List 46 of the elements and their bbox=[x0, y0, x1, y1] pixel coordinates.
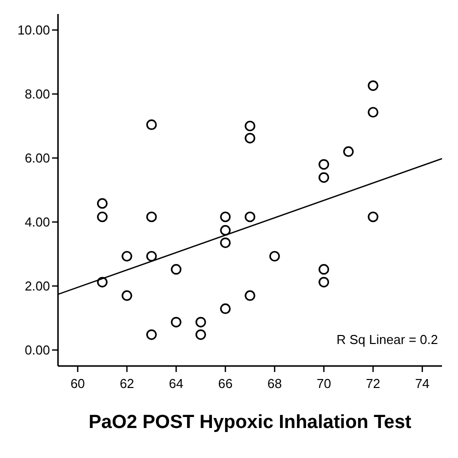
y-tick-label: 0.00 bbox=[24, 342, 50, 358]
point bbox=[368, 212, 378, 222]
point bbox=[220, 303, 231, 314]
point bbox=[97, 276, 108, 288]
point bbox=[97, 198, 108, 209]
x-tick-label: 74 bbox=[415, 376, 430, 391]
point bbox=[318, 172, 330, 183]
x-tick-label: 72 bbox=[366, 376, 380, 391]
x-tick-label: 66 bbox=[218, 376, 233, 391]
point bbox=[269, 250, 280, 262]
x-tick-label: 62 bbox=[120, 376, 134, 391]
point bbox=[122, 250, 132, 262]
x-axis-title: PaO2 POST Hypoxic Inhalation Test bbox=[88, 412, 412, 433]
point bbox=[170, 316, 182, 328]
y-tick-label: 6.00 bbox=[24, 150, 50, 166]
point bbox=[244, 132, 256, 144]
point bbox=[97, 212, 108, 222]
y-tick-label: 4.00 bbox=[24, 214, 50, 230]
point bbox=[170, 264, 182, 275]
x-tick-label: 60 bbox=[70, 376, 85, 391]
point bbox=[244, 290, 256, 301]
x-tick-label: 70 bbox=[316, 376, 332, 391]
annotation: R Sq Linear = 0.2 bbox=[336, 332, 438, 347]
point bbox=[146, 212, 157, 222]
point bbox=[220, 238, 231, 248]
point bbox=[368, 106, 378, 118]
x-tick-label: 64 bbox=[168, 376, 184, 391]
point bbox=[146, 119, 157, 130]
point bbox=[146, 329, 157, 340]
point bbox=[244, 212, 256, 222]
point bbox=[195, 316, 206, 328]
point bbox=[195, 329, 206, 340]
point bbox=[244, 120, 256, 132]
point bbox=[318, 276, 330, 288]
y-tick-label: 10.00 bbox=[17, 22, 50, 38]
y-tick-label: 2.00 bbox=[24, 278, 50, 294]
y-tick-label: 8.00 bbox=[24, 86, 50, 102]
point bbox=[146, 250, 157, 262]
point bbox=[220, 225, 231, 236]
point bbox=[122, 290, 132, 301]
x-tick-label: 68 bbox=[267, 376, 282, 391]
point bbox=[368, 80, 378, 91]
point bbox=[318, 264, 330, 275]
point bbox=[318, 159, 330, 170]
point bbox=[343, 146, 354, 157]
point bbox=[220, 212, 231, 222]
